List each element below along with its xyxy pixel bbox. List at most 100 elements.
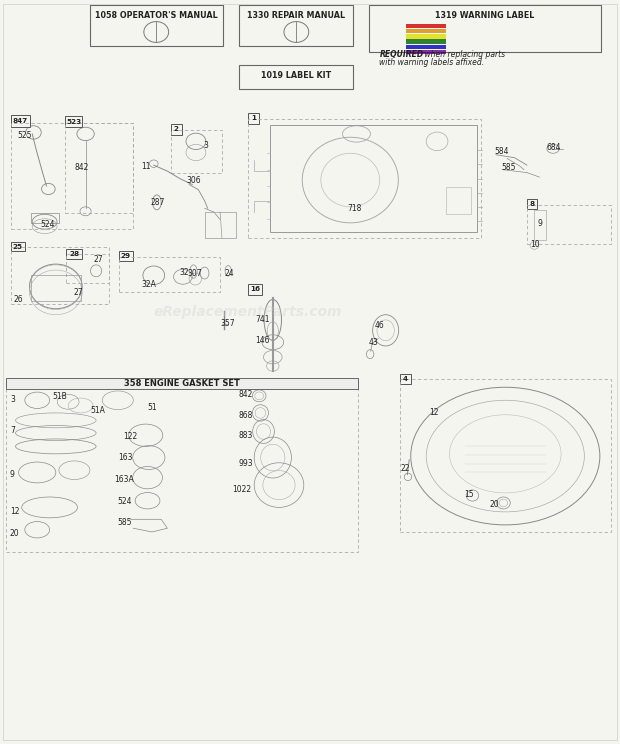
Text: 868: 868 — [239, 411, 253, 420]
Text: 12: 12 — [10, 507, 19, 516]
Bar — [527, 199, 537, 209]
Text: 24: 24 — [224, 269, 234, 278]
Text: 842: 842 — [74, 163, 89, 172]
Text: REQUIRED: REQUIRED — [379, 50, 423, 59]
Bar — [527, 205, 611, 244]
Text: when replacing parts: when replacing parts — [422, 50, 505, 59]
Bar — [119, 251, 133, 261]
Bar — [119, 257, 220, 292]
Bar — [406, 39, 446, 44]
Bar — [66, 249, 82, 259]
Bar — [205, 212, 236, 238]
Text: 163A: 163A — [115, 475, 135, 484]
Text: 741: 741 — [255, 315, 270, 324]
Text: 163: 163 — [118, 453, 132, 462]
Text: 718: 718 — [347, 204, 361, 213]
Bar — [248, 119, 480, 238]
Text: 29: 29 — [121, 253, 131, 260]
Text: 883: 883 — [239, 431, 253, 440]
Text: 8: 8 — [529, 201, 534, 208]
Text: 287: 287 — [150, 198, 164, 207]
Text: 3: 3 — [10, 395, 15, 404]
Bar — [239, 5, 353, 46]
Bar — [406, 24, 446, 28]
Bar — [406, 50, 446, 54]
Text: 584: 584 — [494, 147, 508, 156]
Bar — [406, 34, 446, 39]
Text: 842: 842 — [239, 390, 253, 399]
Text: 523: 523 — [66, 118, 81, 125]
Text: 1058 OPERATOR'S MANUAL: 1058 OPERATOR'S MANUAL — [95, 11, 218, 20]
Text: 525: 525 — [17, 131, 32, 140]
Text: 684: 684 — [547, 143, 561, 152]
Text: 993: 993 — [239, 459, 254, 468]
Text: 11: 11 — [141, 162, 151, 171]
Bar — [11, 247, 108, 304]
Text: 32A: 32A — [141, 280, 156, 289]
Text: 16: 16 — [250, 286, 260, 292]
Text: 122: 122 — [123, 432, 137, 441]
Bar — [11, 115, 30, 127]
Text: eReplacementParts.com: eReplacementParts.com — [154, 306, 342, 319]
Text: 27: 27 — [93, 255, 103, 264]
Text: 12: 12 — [430, 408, 439, 417]
Text: 15: 15 — [464, 490, 474, 498]
Text: 847: 847 — [13, 118, 28, 124]
Text: 358 ENGINE GASKET SET: 358 ENGINE GASKET SET — [125, 379, 240, 388]
Bar — [31, 213, 59, 223]
Bar — [66, 254, 108, 283]
Text: 3: 3 — [203, 141, 208, 150]
Bar — [11, 242, 25, 251]
Text: 524: 524 — [118, 497, 132, 506]
Text: 585: 585 — [118, 518, 132, 527]
Text: 51: 51 — [148, 403, 157, 412]
Text: 4: 4 — [403, 376, 408, 382]
Text: 307: 307 — [188, 269, 203, 278]
Text: 27: 27 — [73, 288, 83, 297]
Text: 9: 9 — [538, 219, 542, 228]
Bar — [534, 210, 546, 240]
Bar — [248, 113, 259, 124]
Text: 1: 1 — [251, 115, 256, 121]
Text: with warning labels affixed.: with warning labels affixed. — [379, 59, 485, 68]
Text: 1022: 1022 — [232, 485, 252, 494]
Bar — [11, 123, 133, 229]
Bar — [406, 29, 446, 33]
Bar — [65, 116, 82, 127]
Text: 46: 46 — [375, 321, 385, 330]
Bar — [170, 130, 222, 173]
Text: 357: 357 — [220, 319, 235, 328]
Text: 1019 LABEL KIT: 1019 LABEL KIT — [261, 71, 331, 80]
Bar — [170, 124, 182, 135]
Text: 20: 20 — [10, 529, 20, 538]
Text: 43: 43 — [368, 338, 378, 347]
Bar — [6, 379, 358, 552]
Text: 28: 28 — [69, 251, 79, 257]
Bar — [31, 275, 81, 301]
Bar — [446, 187, 471, 214]
Text: 25: 25 — [13, 243, 23, 250]
Bar — [248, 284, 262, 295]
Bar — [400, 374, 411, 384]
Text: 32: 32 — [180, 268, 190, 277]
Bar — [406, 45, 446, 49]
Text: 22: 22 — [401, 464, 410, 473]
Text: 10: 10 — [530, 240, 540, 248]
Bar — [400, 379, 611, 532]
Text: 7: 7 — [10, 426, 15, 434]
Bar — [65, 123, 133, 213]
Text: 1330 REPAIR MANUAL: 1330 REPAIR MANUAL — [247, 11, 345, 20]
Text: 20: 20 — [490, 500, 500, 509]
Text: 9: 9 — [10, 470, 15, 479]
Text: 306: 306 — [186, 176, 201, 185]
Text: 585: 585 — [501, 163, 515, 172]
Text: 51A: 51A — [90, 406, 105, 415]
Bar — [239, 65, 353, 89]
Bar — [270, 125, 477, 232]
Text: 146: 146 — [255, 336, 270, 344]
Text: 51B: 51B — [53, 392, 68, 401]
Text: 26: 26 — [14, 295, 24, 304]
Text: 2: 2 — [174, 126, 179, 132]
Text: 524: 524 — [40, 220, 55, 229]
Text: 1319 WARNING LABEL: 1319 WARNING LABEL — [435, 11, 535, 20]
